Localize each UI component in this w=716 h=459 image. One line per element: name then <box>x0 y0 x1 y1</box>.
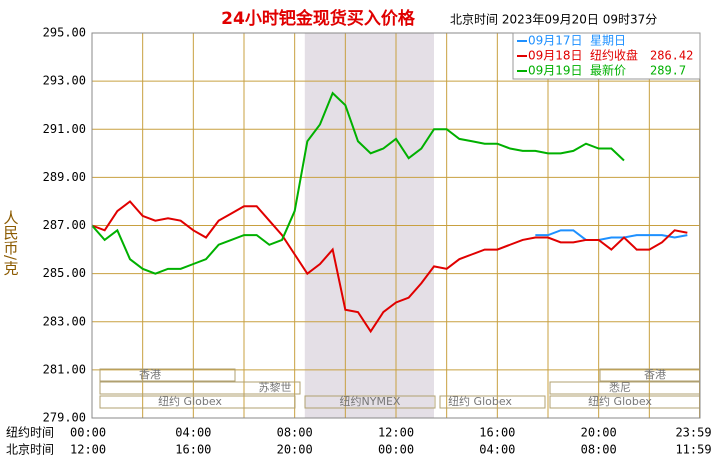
x-tick-label: 12:00 <box>378 426 414 440</box>
legend-note: 最新价 <box>590 63 626 78</box>
y-tick-label: 283.00 <box>43 314 86 328</box>
x-tick-label: 23:59 <box>675 426 711 440</box>
x-tick-label-beijing: 20:00 <box>277 443 313 457</box>
x-tick-label: 08:00 <box>277 426 313 440</box>
y-tick-label: 287.00 <box>43 218 86 232</box>
y-tick-label: 279.00 <box>43 411 86 425</box>
x-tick-label-beijing: 04:00 <box>479 443 515 457</box>
x-tick-label-beijing: 00:00 <box>378 443 414 457</box>
session-label: 香港 <box>644 368 666 381</box>
legend-label: 09月19日 <box>528 64 583 78</box>
x-tick-label-beijing: 12:00 <box>70 443 106 457</box>
row-label: 北京时间 <box>6 443 54 457</box>
session-label: 悉尼 <box>609 381 631 394</box>
legend-box <box>512 32 701 80</box>
x-tick-label: 20:00 <box>581 426 617 440</box>
y-tick-label: 291.00 <box>43 122 86 136</box>
series-line <box>91 91 625 275</box>
y-tick-label: 281.00 <box>43 362 86 376</box>
y-tick-label: 289.00 <box>43 170 86 184</box>
session-band <box>99 381 301 395</box>
row-label: 纽约时间 <box>6 425 54 440</box>
chart-subtitle: 北京时间 2023年09月20日 09时37分 <box>450 13 657 27</box>
x-tick-label-beijing: 08:00 <box>581 443 617 457</box>
legend-note: 纽约收盘 <box>590 48 638 63</box>
x-tick-label-beijing: 11:59 <box>675 443 711 457</box>
session-band <box>99 368 236 382</box>
session-label: 纽约NYMEX <box>340 394 401 408</box>
legend-label: 09月17日 <box>528 34 583 48</box>
series-line <box>91 200 688 334</box>
series-line <box>535 229 688 241</box>
x-tick-label: 00:00 <box>70 426 106 440</box>
x-tick-label: 16:00 <box>479 426 515 440</box>
session-band <box>439 395 546 409</box>
session-label: 香港 <box>139 368 161 381</box>
legend-value: 286.42 <box>650 49 693 63</box>
session-label: 纽约 Globex <box>158 394 222 408</box>
session-label: 纽约 Globex <box>588 394 652 408</box>
session-band <box>99 395 296 409</box>
y-axis-label: 人民币/克 <box>2 210 20 276</box>
x-tick-label-beijing: 16:00 <box>175 443 211 457</box>
y-tick-label: 285.00 <box>43 266 86 280</box>
legend-value: 289.7 <box>650 64 686 78</box>
plot-border <box>91 32 701 419</box>
y-tick-label: 293.00 <box>43 74 86 88</box>
y-tick-label: 295.00 <box>43 26 86 40</box>
session-label: 纽约 Globex <box>448 394 512 408</box>
session-band <box>304 395 436 409</box>
legend-label: 09月18日 <box>528 49 583 63</box>
x-tick-label: 04:00 <box>175 426 211 440</box>
session-label: 苏黎世 <box>259 380 292 394</box>
chart-title: 24小时钯金现货买入价格 <box>221 8 416 29</box>
legend-note: 星期日 <box>590 34 626 48</box>
